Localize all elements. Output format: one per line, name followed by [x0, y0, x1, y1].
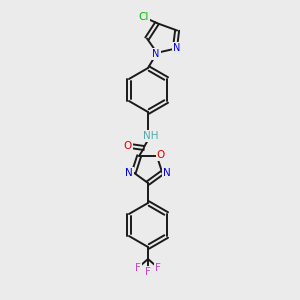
Text: N: N	[125, 168, 133, 178]
Text: N: N	[173, 43, 181, 53]
Text: NH: NH	[143, 131, 159, 141]
Text: Cl: Cl	[139, 12, 149, 22]
Text: N: N	[164, 168, 171, 178]
Text: N: N	[152, 49, 160, 59]
Text: F: F	[135, 263, 141, 273]
Text: F: F	[145, 267, 151, 277]
Text: O: O	[157, 150, 165, 160]
Text: F: F	[155, 263, 161, 273]
Text: O: O	[124, 141, 132, 151]
